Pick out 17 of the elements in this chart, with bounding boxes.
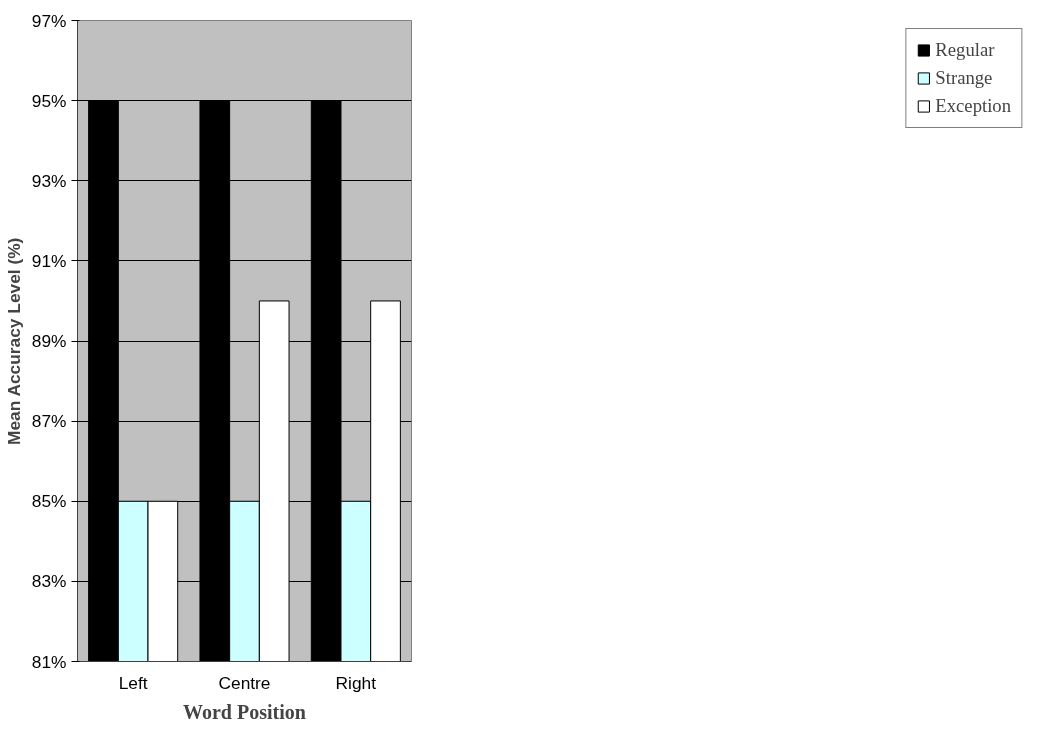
y-tick-label: 95% [31,90,67,111]
x-tick-label: Left [118,672,148,693]
y-axis-title: Mean Accuracy Level (%) [3,237,24,446]
y-tick-label: 87% [31,411,67,432]
y-tick-label: 93% [31,170,67,191]
x-axis-title: Word Position [183,700,306,723]
y-tick-label: 81% [31,651,67,672]
x-tick-label: Centre [218,672,271,693]
legend-label: Strange [935,67,993,89]
legend-label: Exception [935,95,1011,117]
y-tick-label: 97% [31,10,67,31]
y-tick-label: 85% [31,491,67,512]
y-tick-label: 91% [31,250,67,271]
y-tick-label: 89% [31,331,67,351]
x-tick-label: Right [335,672,377,693]
legend-label: Regular [935,39,995,61]
y-tick-label: 83% [31,571,67,592]
